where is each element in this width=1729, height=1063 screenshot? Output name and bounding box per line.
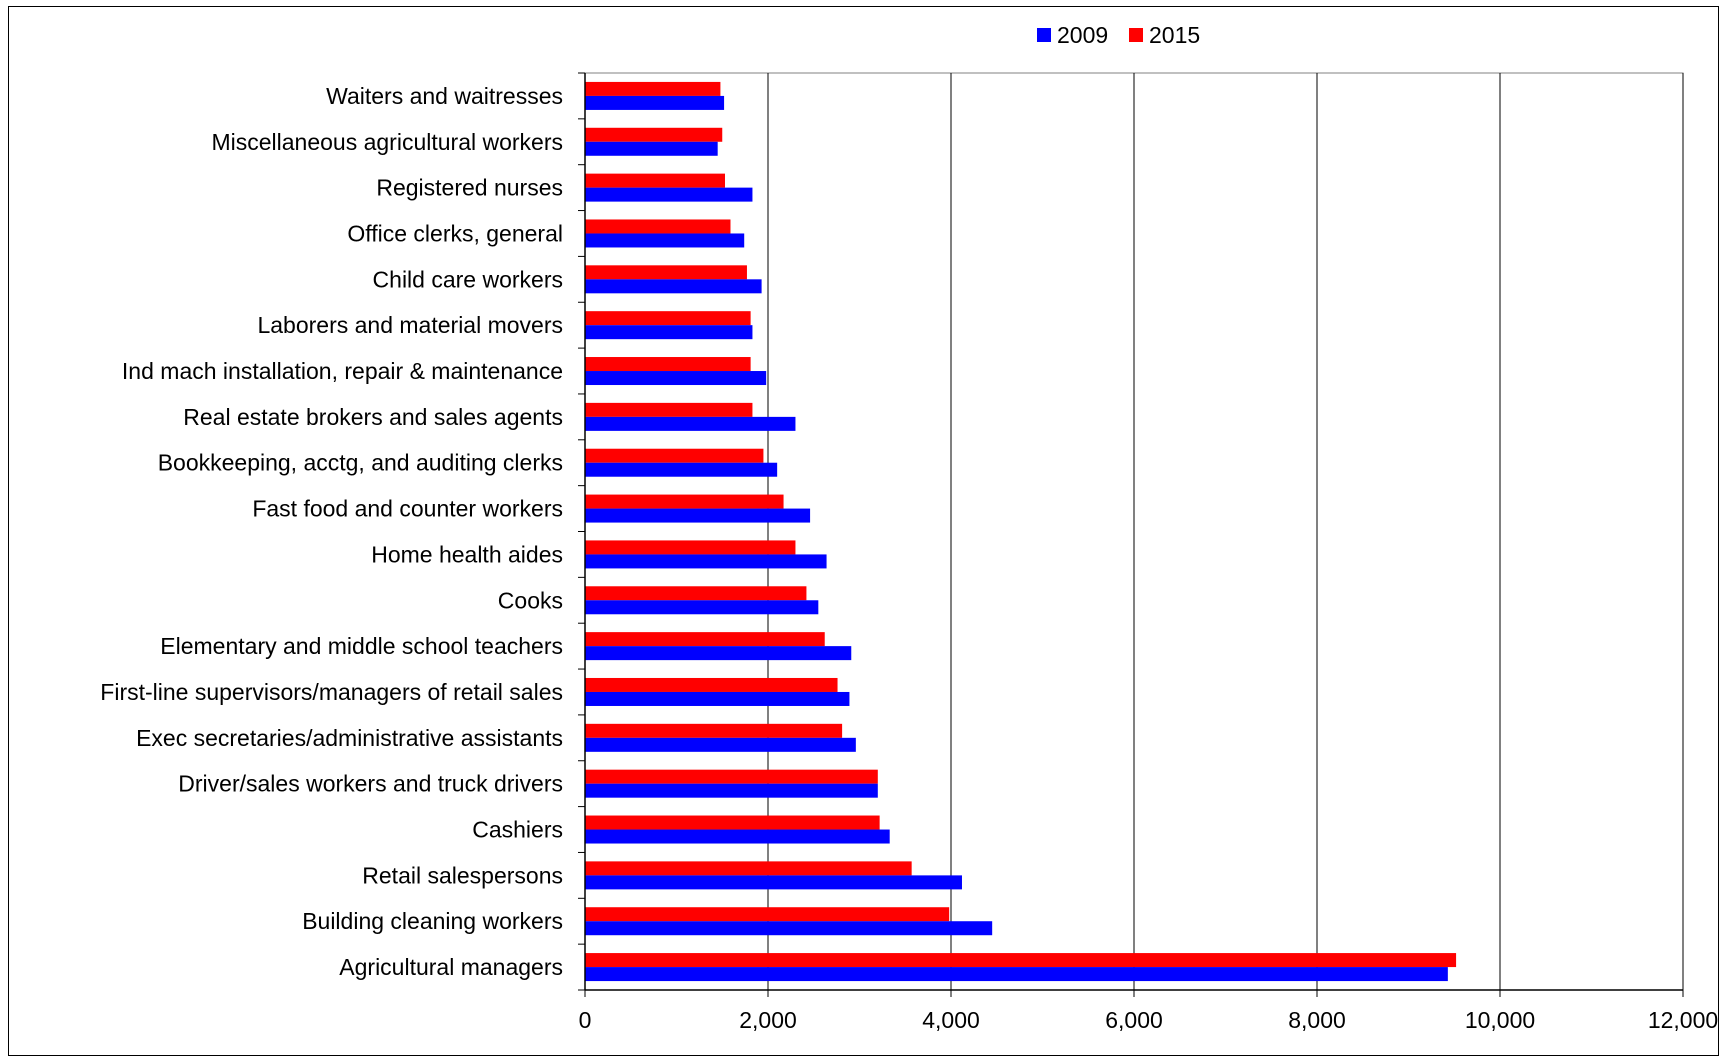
category-label: Fast food and counter workers bbox=[252, 496, 563, 522]
bar-2015 bbox=[585, 632, 825, 647]
bar-2009 bbox=[585, 554, 827, 569]
bar-2009 bbox=[585, 371, 767, 386]
category-label: Exec secretaries/administrative assistan… bbox=[136, 725, 563, 751]
bar-2009 bbox=[585, 829, 890, 844]
bar-2015 bbox=[585, 907, 950, 922]
bar-2009 bbox=[585, 691, 850, 706]
bar-2009 bbox=[585, 508, 811, 523]
x-tick-label: 2,000 bbox=[739, 1007, 797, 1033]
bar-2009 bbox=[585, 737, 856, 752]
bar-2009 bbox=[585, 279, 762, 294]
bar-2009 bbox=[585, 875, 962, 890]
bar-2009 bbox=[585, 783, 878, 798]
bar-2009 bbox=[585, 325, 753, 340]
category-label: Miscellaneous agricultural workers bbox=[211, 129, 563, 155]
x-tick-label: 8,000 bbox=[1288, 1007, 1346, 1033]
bar-2015 bbox=[585, 769, 878, 784]
bar-2015 bbox=[585, 173, 725, 188]
category-label: Waiters and waitresses bbox=[326, 83, 563, 109]
category-labels: Waiters and waitresses Miscellaneous agri… bbox=[100, 83, 563, 980]
bar-2009 bbox=[585, 646, 852, 661]
category-label: Home health aides bbox=[371, 541, 563, 567]
bar-2009 bbox=[585, 967, 1448, 982]
category-label: Real estate brokers and sales agents bbox=[183, 404, 563, 430]
bar-2015 bbox=[585, 81, 721, 96]
bar-2015 bbox=[585, 540, 796, 555]
category-label: Ind mach installation, repair & maintena… bbox=[122, 358, 563, 384]
bar-2015 bbox=[585, 494, 784, 509]
category-label: Bookkeeping, acctg, and auditing clerks bbox=[158, 450, 563, 476]
bar-2009 bbox=[585, 921, 993, 936]
category-label: Building cleaning workers bbox=[302, 908, 563, 934]
gridlines bbox=[584, 72, 1684, 991]
category-label: Driver/sales workers and truck drivers bbox=[178, 771, 563, 797]
legend-label: 2009 bbox=[1057, 22, 1108, 48]
category-label: Elementary and middle school teachers bbox=[160, 633, 563, 659]
bar-2009 bbox=[585, 600, 819, 615]
chart-frame bbox=[8, 6, 1719, 1056]
bar-2009 bbox=[585, 416, 796, 431]
category-label: Agricultural managers bbox=[339, 954, 563, 980]
bar-2015 bbox=[585, 127, 723, 142]
bar-2009 bbox=[585, 233, 745, 248]
bar-2015 bbox=[585, 953, 1457, 968]
bar-2009 bbox=[585, 462, 778, 477]
x-tick-label: 0 bbox=[579, 1007, 592, 1033]
bar-2015 bbox=[585, 677, 838, 692]
category-label: Retail salespersons bbox=[362, 862, 563, 888]
bar-2015 bbox=[585, 311, 751, 326]
x-tick-label: 6,000 bbox=[1105, 1007, 1163, 1033]
bar-2015 bbox=[585, 861, 912, 876]
x-tick-label: 4,000 bbox=[922, 1007, 980, 1033]
bar-2015 bbox=[585, 815, 880, 830]
legend-swatch bbox=[1129, 28, 1143, 42]
category-label: Child care workers bbox=[373, 266, 563, 292]
category-label: Cashiers bbox=[472, 817, 563, 843]
bar-2015 bbox=[585, 357, 751, 372]
x-tick-label: 12,000 bbox=[1648, 1007, 1718, 1033]
bar-2009 bbox=[585, 95, 725, 110]
legend-label: 2015 bbox=[1149, 22, 1200, 48]
category-label: First-line supervisors/managers of retai… bbox=[100, 679, 563, 705]
bar-2015 bbox=[585, 723, 843, 738]
bar-2015 bbox=[585, 586, 807, 601]
bar-2009 bbox=[585, 141, 718, 156]
bar-2015 bbox=[585, 265, 747, 280]
legend: 2009 2015 bbox=[1037, 22, 1200, 48]
category-label: Laborers and material movers bbox=[257, 312, 563, 338]
category-label: Cooks bbox=[498, 587, 563, 613]
category-label: Office clerks, general bbox=[347, 220, 563, 246]
tick-labels: 0 2,000 4,000 6,000 8,000 10,000 12,000 bbox=[579, 1007, 1719, 1033]
axes bbox=[578, 72, 1684, 997]
bar-2009 bbox=[585, 187, 753, 202]
category-label: Registered nurses bbox=[376, 175, 563, 201]
bar-2015 bbox=[585, 219, 731, 234]
bars bbox=[585, 81, 1457, 982]
bar-2015 bbox=[585, 448, 764, 463]
legend-swatch bbox=[1037, 28, 1051, 42]
bar-2015 bbox=[585, 402, 753, 417]
x-tick-label: 10,000 bbox=[1465, 1007, 1535, 1033]
